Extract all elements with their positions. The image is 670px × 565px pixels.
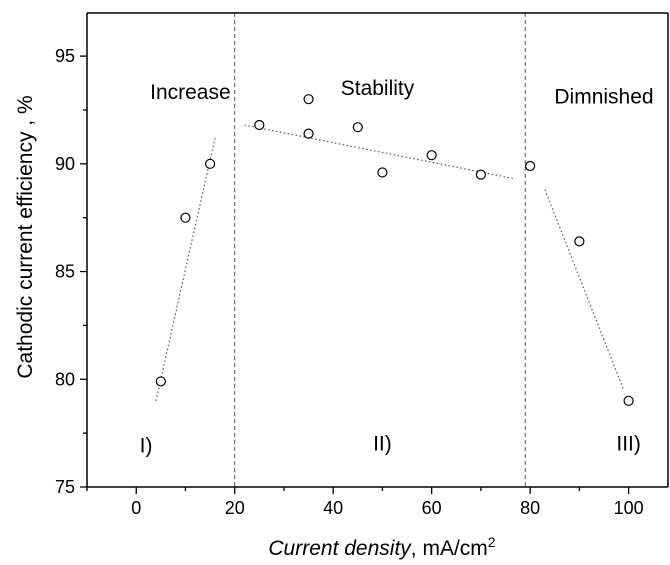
x-axis-title-units: , mA/cm [411,537,488,560]
region-dividers [234,13,526,487]
y-axis-title: Cathodic current efficiency , % [14,95,37,378]
data-point-10 [475,169,486,180]
data-point-6 [303,128,314,139]
data-point-2 [180,212,191,223]
axes: 0 20 40 60 80 100 75 80 85 90 95 [55,12,669,518]
data-point-8 [377,167,388,178]
y-tick-label-75: 75 [55,477,75,497]
region-title-1: Increase [150,81,231,104]
region-labels: Increase I) Stability II) Dimnished III) [140,77,654,458]
data-point-11 [525,160,536,172]
y-tick-label-90: 90 [55,154,75,174]
data-point-13 [623,395,634,406]
x-axis-title-italic: Current density [268,537,412,560]
x-tick-label-80: 80 [520,498,540,518]
trend-lines [155,124,625,401]
region-roman-2: II) [373,432,392,455]
region-roman-3: III) [616,432,641,455]
x-tick-label-60: 60 [422,498,442,518]
data-point-9 [426,150,437,161]
data-points [155,94,634,406]
y-tick-label-80: 80 [55,369,75,389]
y-tick-label-85: 85 [55,262,75,282]
x-tick-label-100: 100 [614,498,644,518]
x-axis-title-superscript: 2 [488,534,496,550]
y-tick-label-95: 95 [55,46,75,66]
data-point-12 [574,236,585,247]
trend-line-1 [155,137,216,401]
data-point-3 [204,158,216,169]
data-point-5 [303,94,314,105]
region-title-2: Stability [341,77,415,100]
x-tick-label-0: 0 [131,498,141,518]
x-tick-label-40: 40 [323,498,343,518]
data-point-7 [352,122,363,133]
x-axis-title: Current density, mA/cm2 [268,534,495,560]
x-tick-label-20: 20 [225,498,245,518]
region-title-3: Dimnished [554,85,653,108]
data-point-1 [155,376,166,387]
region-roman-1: I) [140,435,153,458]
data-point-4 [254,119,265,131]
